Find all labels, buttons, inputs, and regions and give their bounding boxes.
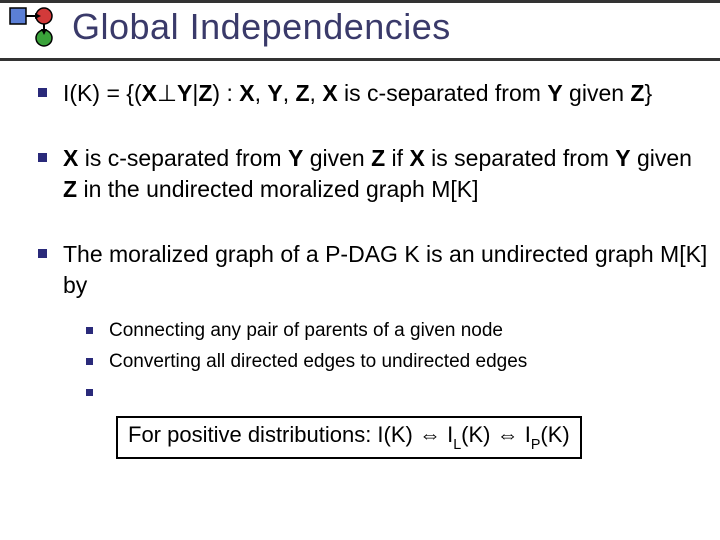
boxed-note: For positive distributions: I(K) ⇔ IL(K)… bbox=[116, 416, 582, 459]
title-row: Global Independencies bbox=[8, 6, 451, 48]
sub-bullet-item bbox=[86, 381, 708, 396]
page-title: Global Independencies bbox=[72, 6, 451, 48]
sub-bullet-list: Connecting any pair of parents of a give… bbox=[86, 319, 708, 395]
boxed-text: (K) ⇔ I bbox=[461, 422, 531, 447]
bullet-item: The moralized graph of a P-DAG K is an u… bbox=[38, 239, 708, 301]
boxed-text: For positive distributions: I(K) ⇔ I bbox=[128, 422, 453, 447]
sub-bullet-text: Converting all directed edges to undirec… bbox=[109, 350, 527, 375]
content-area: I(K) = {(X⊥Y|Z) : X, Y, Z, X is c-separa… bbox=[38, 78, 708, 459]
sub-bullet-text: Connecting any pair of parents of a give… bbox=[109, 319, 503, 344]
boxed-note-wrapper: For positive distributions: I(K) ⇔ IL(K)… bbox=[116, 416, 708, 459]
bullet-text: The moralized graph of a P-DAG K is an u… bbox=[63, 239, 708, 301]
bullet-item: X is c-separated from Y given Z if X is … bbox=[38, 143, 708, 205]
sub-bullet-item: Connecting any pair of parents of a give… bbox=[86, 319, 708, 344]
sub-bullet-item: Converting all directed edges to undirec… bbox=[86, 350, 708, 375]
bullet-square-icon bbox=[38, 88, 47, 97]
top-rule bbox=[0, 0, 720, 3]
bullet-square-icon bbox=[86, 327, 93, 334]
bullet-square-icon bbox=[38, 153, 47, 162]
title-underline bbox=[0, 58, 720, 61]
bullet-square-icon bbox=[38, 249, 47, 258]
bullet-square-icon bbox=[86, 389, 93, 396]
subscript: L bbox=[453, 437, 461, 453]
bullet-square-icon bbox=[86, 358, 93, 365]
subscript: P bbox=[531, 437, 541, 453]
bullet-text: X is c-separated from Y given Z if X is … bbox=[63, 143, 708, 205]
boxed-text: (K) bbox=[540, 422, 569, 447]
diagram-logo-icon bbox=[8, 6, 58, 48]
bullet-text: I(K) = {(X⊥Y|Z) : X, Y, Z, X is c-separa… bbox=[63, 78, 652, 109]
bullet-item: I(K) = {(X⊥Y|Z) : X, Y, Z, X is c-separa… bbox=[38, 78, 708, 109]
